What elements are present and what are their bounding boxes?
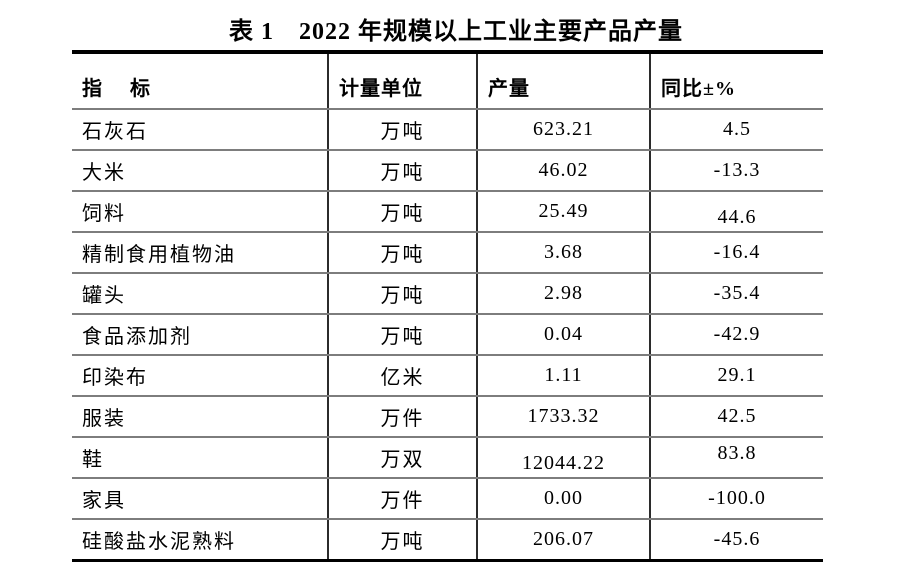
cell-yoy: 42.5 bbox=[650, 396, 823, 438]
table-row: 石灰石 万吨 623.21 4.5 bbox=[72, 109, 823, 151]
cell-output: 0.00 bbox=[477, 478, 651, 520]
table-row: 精制食用植物油 万吨 3.68 -16.4 bbox=[72, 232, 823, 274]
cell-indicator: 罐头 bbox=[72, 273, 329, 315]
cell-yoy: -16.4 bbox=[650, 232, 823, 274]
table-row: 服装 万件 1733.32 42.5 bbox=[72, 396, 823, 438]
cell-yoy: -45.6 bbox=[650, 519, 823, 562]
cell-unit: 万吨 bbox=[328, 150, 478, 192]
cell-output: 12044.22 bbox=[477, 437, 651, 479]
table-title: 表 1 2022 年规模以上工业主要产品产量 bbox=[229, 19, 683, 45]
industrial-products-table: 指 标 计量单位 产量 同比±% 石灰石 万吨 623.21 4.5 大米 万吨… bbox=[72, 50, 823, 562]
cell-yoy: 44.6 bbox=[650, 191, 823, 233]
table-row: 罐头 万吨 2.98 -35.4 bbox=[72, 273, 823, 315]
cell-unit: 万吨 bbox=[328, 109, 478, 151]
cell-indicator: 硅酸盐水泥熟料 bbox=[72, 519, 329, 562]
cell-unit: 万双 bbox=[328, 437, 478, 479]
cell-indicator: 鞋 bbox=[72, 437, 329, 479]
cell-output: 2.98 bbox=[477, 273, 651, 315]
column-header-output: 产量 bbox=[477, 52, 651, 110]
cell-output: 1.11 bbox=[477, 355, 651, 397]
cell-unit: 万吨 bbox=[328, 273, 478, 315]
cell-unit: 万件 bbox=[328, 396, 478, 438]
cell-output: 0.04 bbox=[477, 314, 651, 356]
cell-yoy: -100.0 bbox=[650, 478, 823, 520]
column-header-unit: 计量单位 bbox=[328, 52, 478, 110]
table-row: 大米 万吨 46.02 -13.3 bbox=[72, 150, 823, 192]
cell-unit: 万件 bbox=[328, 478, 478, 520]
table-row: 硅酸盐水泥熟料 万吨 206.07 -45.6 bbox=[72, 519, 823, 562]
table-row: 食品添加剂 万吨 0.04 -42.9 bbox=[72, 314, 823, 356]
cell-yoy: -42.9 bbox=[650, 314, 823, 356]
cell-output: 1733.32 bbox=[477, 396, 651, 438]
cell-indicator: 印染布 bbox=[72, 355, 329, 397]
table-row: 家具 万件 0.00 -100.0 bbox=[72, 478, 823, 520]
cell-output: 623.21 bbox=[477, 109, 651, 151]
cell-indicator: 服装 bbox=[72, 396, 329, 438]
cell-yoy: 83.8 bbox=[650, 437, 823, 479]
cell-unit: 万吨 bbox=[328, 232, 478, 274]
cell-indicator: 石灰石 bbox=[72, 109, 329, 151]
cell-yoy: 29.1 bbox=[650, 355, 823, 397]
cell-unit: 亿米 bbox=[328, 355, 478, 397]
column-header-indicator: 指 标 bbox=[72, 52, 329, 110]
cell-output: 206.07 bbox=[477, 519, 651, 562]
cell-output: 46.02 bbox=[477, 150, 651, 192]
cell-indicator: 饲料 bbox=[72, 191, 329, 233]
cell-output: 3.68 bbox=[477, 232, 651, 274]
cell-indicator: 精制食用植物油 bbox=[72, 232, 329, 274]
cell-yoy: -13.3 bbox=[650, 150, 823, 192]
cell-indicator: 大米 bbox=[72, 150, 329, 192]
cell-yoy: 4.5 bbox=[650, 109, 823, 151]
cell-indicator: 家具 bbox=[72, 478, 329, 520]
cell-yoy: -35.4 bbox=[650, 273, 823, 315]
cell-output: 25.49 bbox=[477, 191, 651, 233]
table-row: 饲料 万吨 25.49 44.6 bbox=[72, 191, 823, 233]
cell-unit: 万吨 bbox=[328, 314, 478, 356]
header-row: 指 标 计量单位 产量 同比±% bbox=[72, 52, 823, 110]
column-header-yoy: 同比±% bbox=[650, 52, 823, 110]
cell-unit: 万吨 bbox=[328, 519, 478, 562]
cell-unit: 万吨 bbox=[328, 191, 478, 233]
table-row: 鞋 万双 12044.22 83.8 bbox=[72, 437, 823, 479]
table-row: 印染布 亿米 1.11 29.1 bbox=[72, 355, 823, 397]
cell-indicator: 食品添加剂 bbox=[72, 314, 329, 356]
